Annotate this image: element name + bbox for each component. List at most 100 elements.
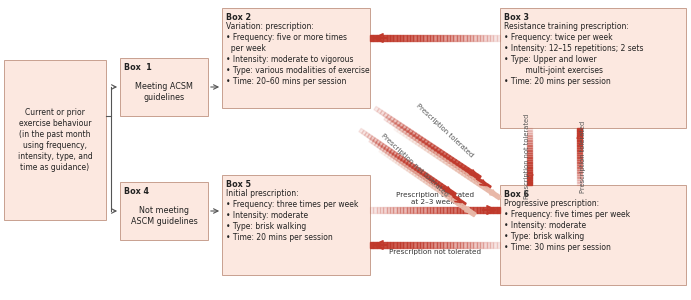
- Polygon shape: [578, 136, 583, 138]
- Bar: [486, 35, 490, 41]
- Polygon shape: [415, 141, 421, 146]
- Polygon shape: [389, 117, 395, 122]
- Bar: [424, 242, 426, 248]
- Text: Meeting ACSM
guidelines: Meeting ACSM guidelines: [135, 82, 193, 102]
- Polygon shape: [490, 190, 495, 196]
- Polygon shape: [417, 135, 422, 140]
- Polygon shape: [415, 137, 420, 142]
- Polygon shape: [411, 131, 416, 136]
- Polygon shape: [467, 172, 473, 177]
- Text: Initial prescription:
• Frequency: three times per week
• Intensity: moderate
• : Initial prescription: • Frequency: three…: [226, 189, 359, 242]
- Polygon shape: [527, 165, 533, 166]
- Polygon shape: [527, 135, 533, 137]
- Text: Current or prior
exercise behaviour
(in the past month
using frequency,
intensit: Current or prior exercise behaviour (in …: [18, 108, 93, 172]
- Polygon shape: [383, 148, 388, 153]
- Bar: [483, 35, 486, 41]
- Bar: [457, 242, 460, 248]
- Polygon shape: [426, 174, 431, 179]
- Bar: [400, 207, 404, 213]
- Polygon shape: [578, 157, 583, 158]
- Polygon shape: [451, 158, 456, 163]
- Polygon shape: [527, 170, 533, 172]
- Polygon shape: [369, 138, 374, 144]
- Polygon shape: [395, 153, 400, 158]
- Text: Prescription tolerated: Prescription tolerated: [415, 102, 475, 158]
- Bar: [407, 207, 410, 213]
- Bar: [407, 242, 410, 248]
- Polygon shape: [423, 172, 428, 178]
- Polygon shape: [429, 183, 434, 188]
- Bar: [453, 35, 457, 41]
- Bar: [437, 35, 440, 41]
- Polygon shape: [409, 163, 414, 168]
- Text: Box 3: Box 3: [504, 13, 529, 22]
- Polygon shape: [448, 196, 454, 201]
- Polygon shape: [446, 194, 451, 200]
- Bar: [446, 242, 450, 248]
- Polygon shape: [496, 194, 501, 200]
- Polygon shape: [430, 147, 435, 153]
- Polygon shape: [414, 133, 419, 139]
- Polygon shape: [578, 183, 583, 185]
- Polygon shape: [578, 172, 583, 173]
- Bar: [450, 35, 453, 41]
- Polygon shape: [428, 178, 433, 184]
- Polygon shape: [394, 126, 399, 132]
- Text: Progressive prescription:
• Frequency: five times per week
• Intensity: moderate: Progressive prescription: • Frequency: f…: [504, 199, 630, 252]
- Polygon shape: [432, 185, 437, 190]
- Polygon shape: [465, 174, 471, 179]
- Polygon shape: [527, 157, 533, 158]
- Polygon shape: [459, 169, 464, 175]
- Bar: [486, 207, 490, 213]
- Bar: [377, 242, 380, 248]
- Polygon shape: [384, 116, 389, 122]
- Polygon shape: [527, 173, 533, 175]
- Polygon shape: [405, 163, 410, 168]
- Polygon shape: [421, 177, 426, 182]
- Bar: [387, 207, 390, 213]
- Polygon shape: [383, 112, 388, 118]
- Bar: [373, 207, 377, 213]
- Polygon shape: [359, 128, 364, 134]
- Polygon shape: [379, 148, 384, 154]
- Bar: [493, 207, 497, 213]
- Polygon shape: [372, 140, 377, 146]
- Bar: [433, 207, 437, 213]
- Polygon shape: [527, 146, 533, 148]
- Polygon shape: [578, 155, 583, 157]
- Polygon shape: [458, 166, 463, 171]
- Polygon shape: [384, 152, 390, 158]
- Bar: [370, 207, 373, 213]
- Polygon shape: [474, 180, 480, 185]
- Bar: [473, 207, 477, 213]
- Bar: [426, 35, 430, 41]
- Bar: [460, 207, 464, 213]
- Polygon shape: [373, 138, 378, 143]
- Polygon shape: [578, 180, 583, 182]
- Bar: [404, 242, 407, 248]
- Bar: [457, 35, 460, 41]
- Polygon shape: [417, 171, 422, 176]
- Polygon shape: [468, 209, 473, 215]
- Polygon shape: [458, 200, 464, 205]
- Polygon shape: [473, 176, 479, 182]
- Bar: [437, 207, 440, 213]
- Polygon shape: [418, 175, 423, 180]
- Polygon shape: [443, 186, 448, 191]
- Polygon shape: [410, 169, 415, 175]
- Polygon shape: [361, 130, 367, 136]
- Bar: [466, 242, 470, 248]
- Text: Variation: prescription:
• Frequency: five or more times
  per week
• Intensity:: Variation: prescription: • Frequency: fi…: [226, 22, 370, 86]
- Polygon shape: [415, 173, 420, 178]
- FancyBboxPatch shape: [500, 8, 686, 128]
- Polygon shape: [450, 194, 455, 199]
- Polygon shape: [477, 182, 482, 187]
- Polygon shape: [527, 163, 533, 165]
- Polygon shape: [471, 212, 476, 217]
- Polygon shape: [454, 160, 460, 165]
- Bar: [440, 35, 444, 41]
- Polygon shape: [578, 175, 583, 177]
- FancyBboxPatch shape: [120, 182, 208, 240]
- Bar: [393, 35, 397, 41]
- Polygon shape: [471, 178, 476, 183]
